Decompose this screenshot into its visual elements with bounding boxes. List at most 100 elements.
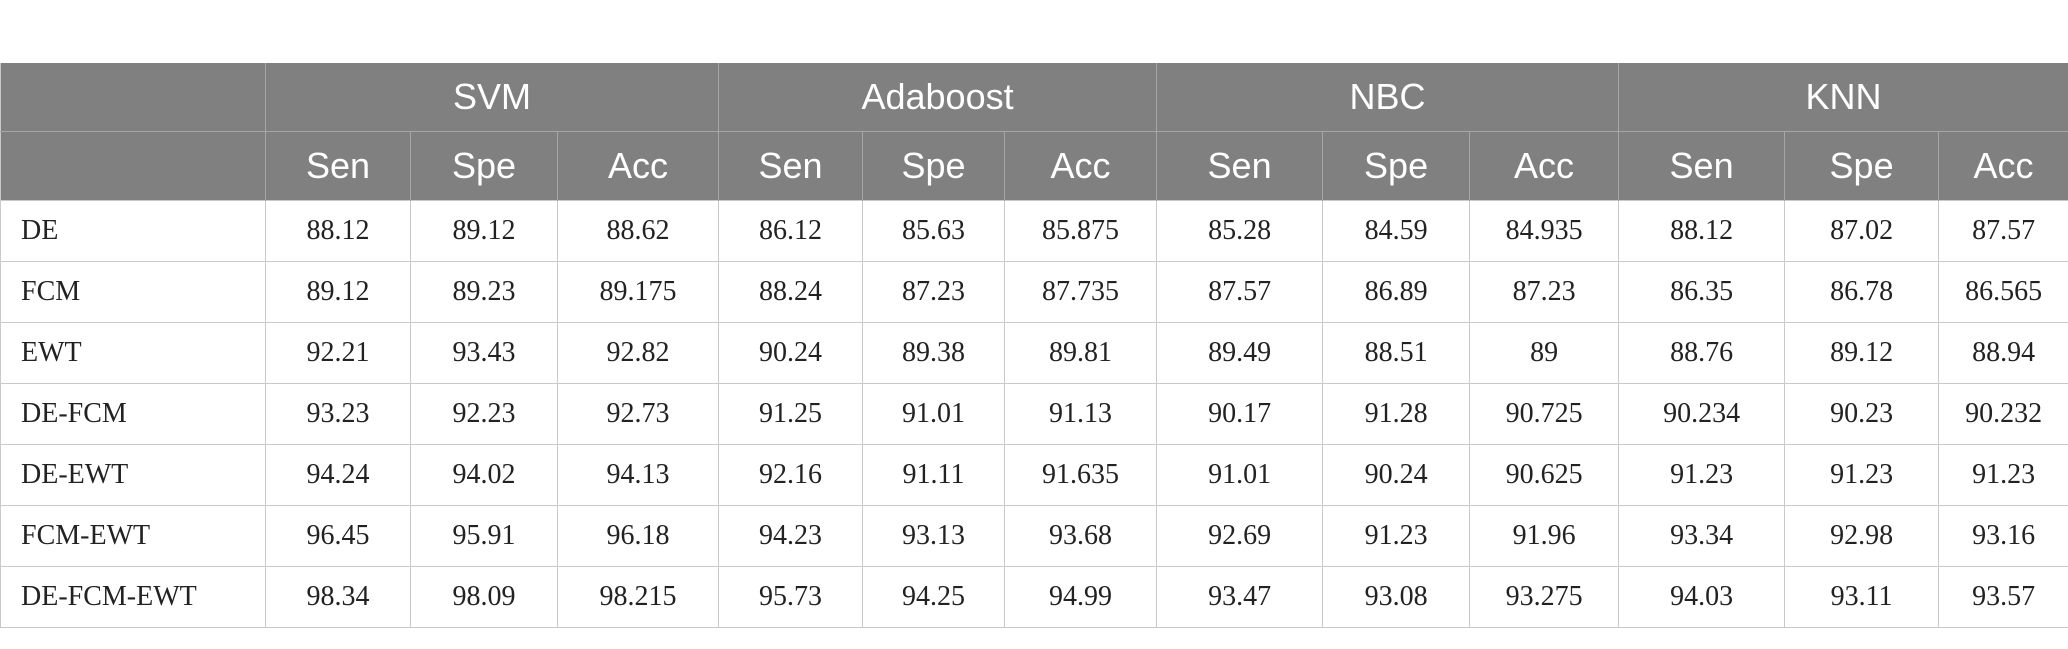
table-cell: 98.215 xyxy=(556,566,720,628)
table-cell: 90.17 xyxy=(1156,383,1324,445)
metric-header-acc: Acc xyxy=(1938,131,2068,201)
table-cell: 89 xyxy=(1469,322,1620,384)
table-cell: 94.02 xyxy=(410,444,558,506)
table-cell: 86.78 xyxy=(1784,261,1940,323)
table-cell: 88.24 xyxy=(718,261,864,323)
corner-cell xyxy=(0,63,266,132)
table-cell: 88.12 xyxy=(1618,200,1786,262)
table-body: DE 88.12 89.12 88.62 86.12 85.63 85.875 85.28 84… xyxy=(0,200,2068,628)
table-cell: 95.91 xyxy=(410,505,558,567)
table-cell: 89.38 xyxy=(862,322,1006,384)
table-row: DE-FCM 93.23 92.23 92.73 91.25 91.01 91.13 90.1… xyxy=(0,383,2068,445)
table-cell: 89.23 xyxy=(410,261,558,323)
table-cell: 85.63 xyxy=(862,200,1006,262)
table-cell: 93.11 xyxy=(1784,566,1940,628)
table-cell: 86.565 xyxy=(1938,261,2068,323)
metric-header-sen: Sen xyxy=(1156,131,1324,201)
table-cell: 86.35 xyxy=(1618,261,1786,323)
table-cell: 90.234 xyxy=(1618,383,1786,445)
table-cell: 92.21 xyxy=(265,322,411,384)
table-cell: 85.28 xyxy=(1156,200,1324,262)
table-cell: 93.34 xyxy=(1618,505,1786,567)
table-row: EWT 92.21 93.43 92.82 90.24 89.38 89.81 89.49 88… xyxy=(0,322,2068,384)
table-cell: 85.875 xyxy=(1004,200,1158,262)
table-cell: 87.57 xyxy=(1156,261,1324,323)
table-row: DE 88.12 89.12 88.62 86.12 85.63 85.875 85.28 84… xyxy=(0,200,2068,262)
table-cell: 91.23 xyxy=(1938,444,2068,506)
metric-header-sen: Sen xyxy=(1618,131,1786,201)
metric-header-acc: Acc xyxy=(1469,131,1620,201)
table-cell: 94.99 xyxy=(1004,566,1158,628)
table-cell: 91.96 xyxy=(1469,505,1620,567)
table-cell: 90.232 xyxy=(1938,383,2068,445)
table-cell: 93.16 xyxy=(1938,505,2068,567)
table-cell: 88.12 xyxy=(265,200,411,262)
group-header-knn: KNN xyxy=(1618,63,2068,132)
row-label: DE xyxy=(0,200,266,262)
metric-header-acc: Acc xyxy=(556,131,720,201)
group-header-row: SVM Adaboost NBC KNN xyxy=(0,63,2068,132)
table-cell: 92.82 xyxy=(556,322,720,384)
table-cell: 90.625 xyxy=(1469,444,1620,506)
row-label: DE-FCM-EWT xyxy=(0,566,266,628)
table-cell: 95.73 xyxy=(718,566,864,628)
table-cell: 87.23 xyxy=(862,261,1006,323)
table-cell: 87.57 xyxy=(1938,200,2068,262)
results-table: SVM Adaboost NBC KNN Sen Spe Acc Sen Spe… xyxy=(0,63,2068,628)
group-header-adaboost: Adaboost xyxy=(718,63,1158,132)
table-cell: 91.13 xyxy=(1004,383,1158,445)
group-header-svm: SVM xyxy=(264,63,720,132)
metric-header-spe: Spe xyxy=(1784,131,1940,201)
table-cell: 94.13 xyxy=(556,444,720,506)
table-cell: 94.25 xyxy=(862,566,1006,628)
metric-header-sen: Sen xyxy=(265,131,411,201)
table-cell: 91.11 xyxy=(862,444,1006,506)
table-cell: 87.23 xyxy=(1469,261,1620,323)
table-cell: 90.24 xyxy=(718,322,864,384)
table-cell: 92.16 xyxy=(718,444,864,506)
table-cell: 89.12 xyxy=(1784,322,1940,384)
table-cell: 88.94 xyxy=(1938,322,2068,384)
table-cell: 90.24 xyxy=(1322,444,1471,506)
metric-header-sen: Sen xyxy=(718,131,864,201)
table-cell: 91.25 xyxy=(718,383,864,445)
table-cell: 90.725 xyxy=(1469,383,1620,445)
table-row: FCM 89.12 89.23 89.175 88.24 87.23 87.735 87.57… xyxy=(0,261,2068,323)
table-cell: 89.49 xyxy=(1156,322,1324,384)
table-cell: 93.23 xyxy=(265,383,411,445)
table-cell: 92.73 xyxy=(556,383,720,445)
table-cell: 93.08 xyxy=(1322,566,1471,628)
results-table-container: SVM Adaboost NBC KNN Sen Spe Acc Sen Spe… xyxy=(0,63,2068,628)
table-cell: 87.02 xyxy=(1784,200,1940,262)
table-row: FCM-EWT 96.45 95.91 96.18 94.23 93.13 93.68 92.… xyxy=(0,505,2068,567)
table-cell: 91.01 xyxy=(862,383,1006,445)
table-cell: 94.23 xyxy=(718,505,864,567)
corner-cell-lower xyxy=(0,131,266,201)
row-label: EWT xyxy=(0,322,266,384)
table-cell: 91.635 xyxy=(1004,444,1158,506)
table-cell: 98.34 xyxy=(265,566,411,628)
table-cell: 94.24 xyxy=(265,444,411,506)
table-cell: 91.28 xyxy=(1322,383,1471,445)
metric-header-acc: Acc xyxy=(1004,131,1158,201)
table-cell: 92.69 xyxy=(1156,505,1324,567)
row-label: DE-FCM xyxy=(0,383,266,445)
table-cell: 91.23 xyxy=(1618,444,1786,506)
metric-header-spe: Spe xyxy=(1322,131,1471,201)
table-cell: 91.23 xyxy=(1322,505,1471,567)
table-cell: 89.12 xyxy=(265,261,411,323)
table-row: DE-FCM-EWT 98.34 98.09 98.215 95.73 94.25 94.9… xyxy=(0,566,2068,628)
table-cell: 91.23 xyxy=(1784,444,1940,506)
group-header-nbc: NBC xyxy=(1156,63,1620,132)
table-cell: 98.09 xyxy=(410,566,558,628)
table-cell: 89.12 xyxy=(410,200,558,262)
table-cell: 88.62 xyxy=(556,200,720,262)
table-cell: 90.23 xyxy=(1784,383,1940,445)
table-cell: 93.68 xyxy=(1004,505,1158,567)
table-cell: 84.935 xyxy=(1469,200,1620,262)
table-cell: 96.45 xyxy=(265,505,411,567)
table-cell: 86.89 xyxy=(1322,261,1471,323)
table-cell: 94.03 xyxy=(1618,566,1786,628)
row-label: FCM xyxy=(0,261,266,323)
table-cell: 89.175 xyxy=(556,261,720,323)
